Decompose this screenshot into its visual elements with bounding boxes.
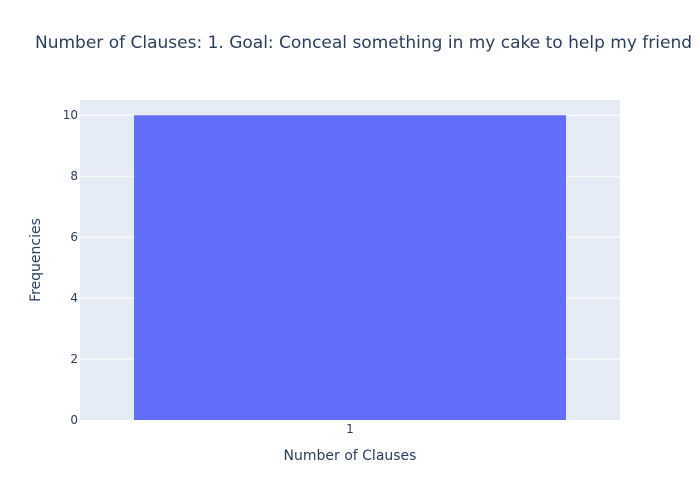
y-tick-label: 6: [70, 230, 78, 244]
y-tick-label: 4: [70, 291, 78, 305]
bars: [134, 115, 566, 420]
y-tick-label: 10: [63, 108, 78, 122]
y-axis-ticks: 0 2 4 6 8 10: [63, 108, 78, 427]
chart-title: Number of Clauses: 1. Goal: Conceal some…: [35, 33, 693, 53]
y-tick-label: 8: [70, 169, 78, 183]
x-axis-label: Number of Clauses: [284, 448, 417, 464]
bar: [134, 115, 566, 420]
x-axis-ticks: 1: [346, 422, 354, 436]
y-tick-label: 2: [70, 352, 78, 366]
x-tick-label: 1: [346, 422, 354, 436]
y-axis-label: Frequencies: [28, 218, 44, 302]
y-tick-label: 0: [70, 413, 78, 427]
